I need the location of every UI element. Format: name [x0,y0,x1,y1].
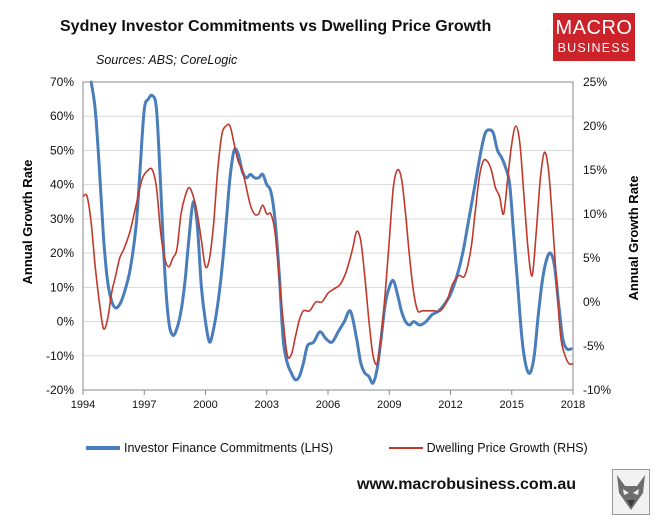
y-left-tick-label: 20% [50,246,74,260]
y-left-tick-label: 10% [50,280,74,294]
x-tick-label: 2006 [316,399,340,411]
x-axis-ticks: 1994 1997 2000 2003 2006 2009 2012 2015 2018 [71,390,585,411]
chart-subtitle: Sources: ABS; CoreLogic [96,53,238,67]
logo-line-business: BUSINESS [557,41,631,55]
y-left-tick-label: 50% [50,143,74,157]
y-left-tick-label: 60% [50,109,74,123]
x-tick-label: 2003 [255,399,279,411]
legend-item-lhs: Investor Finance Commitments (LHS) [86,441,333,455]
x-tick-label: 1994 [71,399,95,411]
legend-label-lhs: Investor Finance Commitments (LHS) [124,440,334,455]
y-left-tick-label: -20% [46,383,74,397]
y-right-tick-label: 0% [583,295,601,309]
y-left-tick-label: 0% [57,315,75,329]
series-line-dwelling-price [82,123,574,366]
y-left-tick-label: 40% [50,178,74,192]
chart-title: Sydney Investor Commitments vs Dwelling … [60,18,492,35]
x-tick-label: 2015 [500,399,524,411]
line-chart: -20% -10% 0% 10% 20% 30% 40% 50% 60% 70% -10% -5% 0… [20,75,641,411]
x-tick-label: 2009 [377,399,401,411]
y-right-tick-label: 25% [583,75,607,89]
y-right-tick-label: 5% [583,251,601,265]
legend-swatch-lhs [86,446,120,451]
macrobusiness-logo: MACRO BUSINESS [553,13,635,61]
x-tick-label: 2000 [193,399,217,411]
wolf-icon [612,469,650,515]
y-axis-label-left: Annual Growth Rate [20,160,35,285]
y-left-tick-label: 70% [50,75,74,89]
y-axis-label-right: Annual Growth Rate [626,176,641,301]
logo-line-macro: MACRO [555,17,633,39]
x-tick-label: 2012 [438,399,462,411]
x-tick-label: 2018 [561,399,585,411]
right-axis-ticks: -10% -5% 0% 5% 10% 15% 20% 25% [583,75,611,397]
legend-label-rhs: Dwelling Price Growth (RHS) [426,440,588,455]
y-left-tick-label: -10% [46,349,74,363]
left-axis-ticks: -20% -10% 0% 10% 20% 30% 40% 50% 60% 70% [46,75,74,397]
y-right-tick-label: -5% [583,339,605,353]
y-right-tick-label: -10% [583,383,611,397]
legend-item-rhs: Dwelling Price Growth (RHS) [337,441,588,455]
y-right-tick-label: 15% [583,163,607,177]
y-right-tick-label: 10% [583,207,607,221]
y-left-tick-label: 30% [50,212,74,226]
x-tick-label: 1997 [132,399,156,411]
chart-legend: Investor Finance Commitments (LHS) Dwell… [86,440,588,455]
y-right-tick-label: 20% [583,119,607,133]
website-url: www.macrobusiness.com.au [357,476,577,493]
series-line-investor-finance [89,80,573,385]
legend-swatch-rhs [388,447,423,450]
series-lines [82,80,574,385]
